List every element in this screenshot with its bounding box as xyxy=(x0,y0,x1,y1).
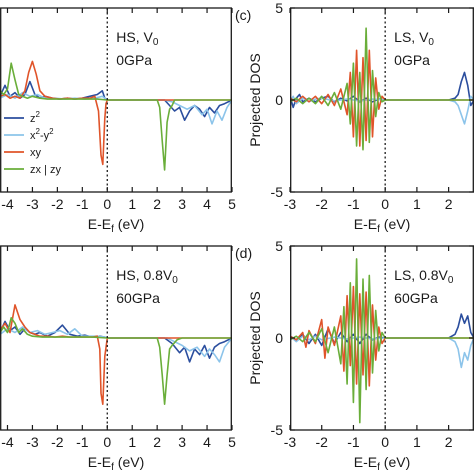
x-tick-label: 4 xyxy=(203,434,211,450)
panel-b: -4 -3 -2 -1 0 1 2 3 4 5 E-Ef (eV) HS, 0.8V0 60GPa xyxy=(0,245,236,473)
series-line-xy xyxy=(290,49,474,147)
series-line-z2 xyxy=(290,313,474,347)
series-line-zxzy xyxy=(290,258,474,424)
series-line-zxzy xyxy=(0,317,232,405)
x-tick-label: 1 xyxy=(128,434,136,450)
series-line-xy xyxy=(0,304,232,405)
x-tick-label: 2 xyxy=(153,434,161,450)
panel-d: -3 -2 -1 0 1 2 -5 0 5 Projected DOS E-Ef (eV) LS, 0… xyxy=(235,238,474,473)
series-group xyxy=(0,304,232,405)
plot-frame xyxy=(0,7,232,193)
series-line-z2 xyxy=(0,320,232,363)
plot-frame xyxy=(0,245,232,431)
y-tick-label: 0 xyxy=(275,92,283,108)
x-tick-label: 4 xyxy=(203,196,211,212)
series-line-zxzy xyxy=(0,62,232,171)
panel-title: HS, V0 xyxy=(116,29,159,48)
series-line-z2 xyxy=(290,71,474,109)
x-tick-label: 2 xyxy=(445,196,453,212)
x-tick-label: 0 xyxy=(103,434,111,450)
panel-pressure: 60GPa xyxy=(116,290,160,306)
x-tick-label: -3 xyxy=(26,196,39,212)
x-tick-label: -3 xyxy=(26,434,39,450)
series-line-zxzy xyxy=(290,27,474,151)
x-tick-label: 5 xyxy=(228,196,236,212)
x-axis-label: E-Ef (eV) xyxy=(354,216,410,235)
x-axis-label: E-Ef (eV) xyxy=(88,216,144,235)
x-tick-label: 0 xyxy=(381,434,389,450)
y-axis-label: Projected DOS xyxy=(247,53,263,146)
x-tick-label: -2 xyxy=(51,196,64,212)
series-group xyxy=(0,60,232,171)
panel-pressure: 0GPa xyxy=(394,52,430,68)
x-tick-label: -1 xyxy=(347,196,360,212)
legend-label-z2: z2 xyxy=(30,110,41,125)
legend-label-zxzy: zx | zy xyxy=(30,164,61,176)
y-tick-label: 0 xyxy=(275,330,283,346)
x-tick-label: 0 xyxy=(103,196,111,212)
panel-title: HS, 0.8V0 xyxy=(116,267,178,286)
x-tick-label: 3 xyxy=(178,434,186,450)
legend-label-x2y2: x2-y2 xyxy=(30,127,54,142)
series-group xyxy=(290,258,474,424)
x-tick-label: -1 xyxy=(347,434,360,450)
x-axis-label: E-Ef (eV) xyxy=(88,454,144,473)
x-tick-label: -2 xyxy=(315,434,328,450)
y-axis-label: Projected DOS xyxy=(247,291,263,384)
panel-label: (c) xyxy=(235,7,251,23)
x-tick-label: -2 xyxy=(315,196,328,212)
legend-label-xy: xy xyxy=(30,147,42,159)
panel-title: LS, V0 xyxy=(394,29,434,48)
x-tick-label: 1 xyxy=(413,434,421,450)
legend: z2 x2-y2 xy zx | zy xyxy=(4,110,61,176)
x-tick-label: 1 xyxy=(413,196,421,212)
x-axis-label: E-Ef (eV) xyxy=(354,454,410,473)
panel-title: LS, 0.8V0 xyxy=(394,267,454,286)
series-line-x2y2 xyxy=(0,326,232,363)
series-line-x2y2 xyxy=(290,335,474,369)
y-tick-label: 5 xyxy=(275,0,283,16)
x-tick-label: 0 xyxy=(381,196,389,212)
x-tick-label: -3 xyxy=(284,196,297,212)
y-tick-label: -5 xyxy=(271,184,284,200)
x-tick-label: -3 xyxy=(284,434,297,450)
x-tick-label: -2 xyxy=(51,434,64,450)
x-tick-label: 1 xyxy=(128,196,136,212)
x-tick-label: -4 xyxy=(1,196,14,212)
x-tick-label: -1 xyxy=(76,434,89,450)
x-tick-label: 2 xyxy=(445,434,453,450)
series-line-x2y2 xyxy=(290,95,474,125)
series-group xyxy=(290,27,474,151)
x-tick-label: 3 xyxy=(178,196,186,212)
panel-c: -3 -2 -1 0 1 2 -5 0 5 Projected DOS E-Ef (eV) LS, V… xyxy=(235,0,474,235)
x-tick-label: -1 xyxy=(76,196,89,212)
x-tick-label: 5 xyxy=(228,434,236,450)
series-line-z2 xyxy=(0,80,232,121)
y-tick-label: -5 xyxy=(271,422,284,438)
x-tick-label: -4 xyxy=(1,434,14,450)
panel-a: -4 -3 -2 -1 0 1 2 3 4 5 E-Ef (eV) HS, V0 0GPa xyxy=(0,7,236,235)
panel-pressure: 0GPa xyxy=(116,52,152,68)
y-tick-label: 5 xyxy=(275,238,283,254)
panel-pressure: 60GPa xyxy=(394,290,438,306)
panel-label: (d) xyxy=(235,245,252,261)
x-tick-label: 2 xyxy=(153,196,161,212)
